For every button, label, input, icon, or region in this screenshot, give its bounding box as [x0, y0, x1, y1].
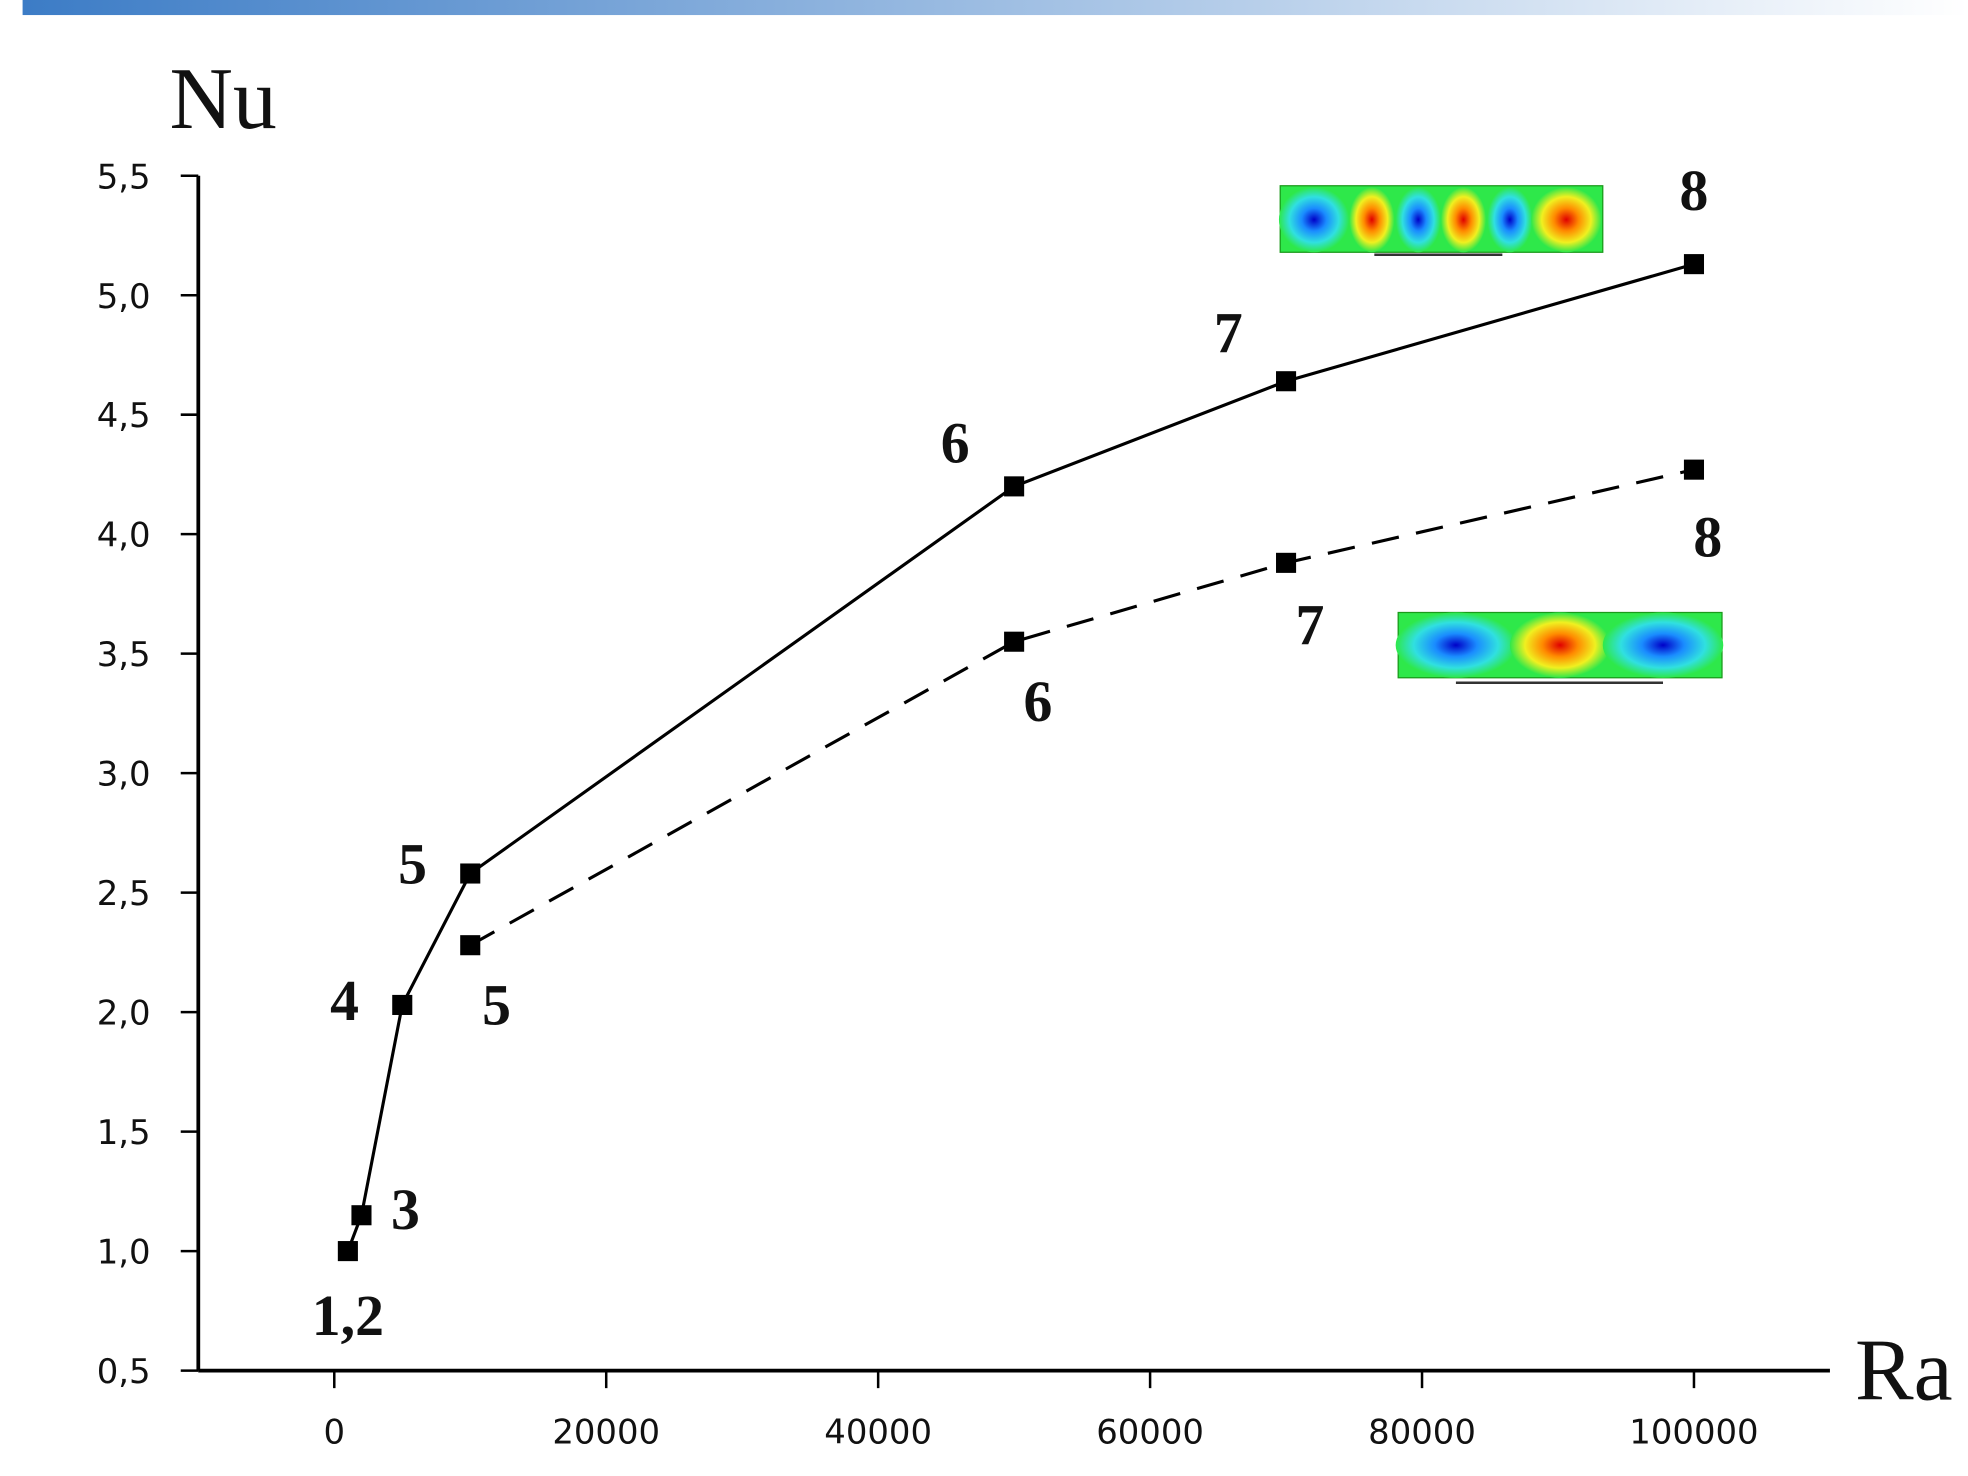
y-tick-label: 3,0: [97, 755, 151, 794]
inset-6-cells: [1279, 186, 1603, 255]
point-label: 6: [941, 413, 970, 476]
point-label: 4: [330, 970, 359, 1033]
point: [1276, 553, 1296, 573]
point: [1684, 254, 1704, 274]
inset-3-cells: [1396, 612, 1724, 682]
point-label: 8: [1693, 506, 1722, 569]
point: [351, 1205, 371, 1225]
x-tick-label: 60000: [1096, 1412, 1204, 1451]
y-tick-label: 3,5: [97, 635, 151, 674]
point: [1684, 460, 1704, 480]
point: [392, 995, 412, 1015]
point: [338, 1241, 358, 1261]
y-tick-label: 1,0: [97, 1233, 151, 1272]
x-tick-label: 80000: [1368, 1412, 1476, 1451]
point-label: 5: [398, 834, 427, 897]
y-axis-label: Nu: [169, 51, 276, 148]
y-tick-label: 5,5: [97, 157, 151, 196]
top-bar: [23, 0, 1968, 15]
y-tick-label: 1,5: [97, 1113, 151, 1152]
point-label: 5: [482, 974, 511, 1037]
point: [460, 863, 480, 883]
point-label: 1,2: [312, 1285, 384, 1348]
y-tick-label: 5,0: [97, 277, 151, 316]
point: [1004, 476, 1024, 496]
point-label: 6: [1024, 671, 1053, 734]
y-tick-label: 4,0: [97, 516, 151, 555]
series-line: [470, 470, 1694, 946]
series-line: [348, 264, 1694, 1251]
y-tick-label: 4,5: [97, 396, 151, 435]
point: [460, 935, 480, 955]
x-tick-label: 100000: [1629, 1412, 1758, 1451]
x-tick-label: 0: [323, 1412, 345, 1451]
x-axis-label: Ra: [1855, 1322, 1953, 1419]
point-label: 8: [1680, 160, 1709, 223]
point: [1276, 371, 1296, 391]
point-label: 3: [391, 1179, 420, 1242]
point: [1004, 632, 1024, 652]
point-label: 7: [1295, 594, 1324, 657]
x-tick-label: 20000: [552, 1412, 660, 1451]
y-tick-label: 2,5: [97, 874, 151, 913]
point-label: 7: [1214, 302, 1243, 365]
y-tick-label: 0,5: [97, 1352, 151, 1391]
y-tick-label: 2,0: [97, 994, 151, 1033]
x-tick-label: 40000: [824, 1412, 932, 1451]
chart: Nu Ra 0 20000 40000 60000 80000 100000 0,5 1,0 1…: [0, 0, 1968, 1476]
